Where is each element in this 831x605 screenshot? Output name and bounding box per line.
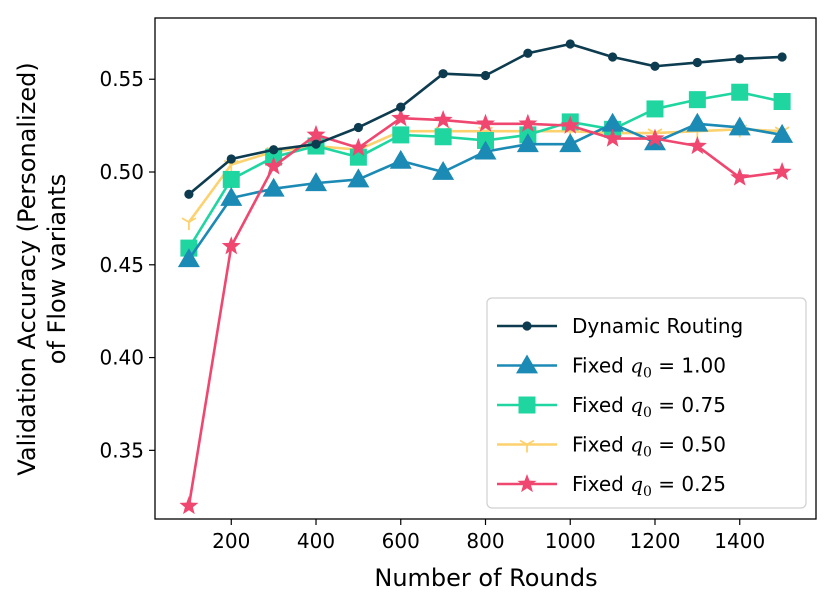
axis-ticks: 200 400 600 800 1000 1200 1400 0.35 0.40 0.45 0.50… [99,67,765,553]
data-point [438,69,448,79]
data-point [559,133,582,153]
data-point [645,128,665,147]
legend-item: Fixed q0 = 0.75 [497,393,726,421]
data-point [518,113,538,132]
series-fixed-q0-0-25 [179,108,792,515]
data-point [269,145,279,155]
data-point [262,177,285,197]
x-tick-label: 1400 [714,529,765,553]
data-point [692,57,702,68]
legend-item: Dynamic Routing [497,314,743,338]
data-point [565,39,575,49]
data-point [523,48,533,58]
x-tick-label: 200 [212,529,250,553]
data-point [731,83,749,101]
data-point [646,100,664,118]
data-point [773,93,791,110]
x-axis-title: Number of Rounds [374,564,597,592]
data-point [480,70,491,81]
data-point [475,113,496,132]
legend-swatch-marker [517,474,537,493]
data-point [311,139,321,149]
data-point [184,189,194,199]
data-point [432,161,455,180]
plot-frame [154,17,817,520]
legend-label: Fixed q0 = 0.50 [572,433,726,461]
data-point [687,136,707,155]
data-point [177,248,200,268]
data-point [688,91,706,109]
data-point [221,236,241,255]
x-tick-label: 800 [466,529,504,553]
series-fixed-q0-0-75 [180,83,791,257]
data-point [603,128,623,147]
data-point [181,217,197,231]
series-dynamic-routing [184,39,787,199]
data-point [305,172,328,192]
data-point [396,102,406,112]
data-point [608,52,618,62]
data-point [771,123,794,143]
data-point [264,156,284,175]
data-point [477,131,494,149]
data-point [220,186,243,206]
series-layer [177,39,794,515]
y-tick-label: 0.40 [99,346,144,370]
legend-label: Fixed q0 = 1.00 [572,354,726,382]
data-point [392,126,410,144]
data-point [650,61,660,71]
y-tick-label: 0.50 [99,160,144,184]
data-point [222,170,240,188]
data-point [601,112,624,132]
x-tick-label: 400 [297,529,335,553]
data-point [434,128,452,146]
y-tick-label: 0.55 [99,67,144,91]
data-point [686,112,709,132]
data-point [772,162,792,181]
y-tick-label: 0.35 [99,438,144,462]
legend-frame [486,297,807,509]
legend-swatch-marker [522,321,532,331]
legend-item: Fixed q0 = 0.50 [497,433,726,461]
data-point [348,137,368,156]
data-point [306,124,326,143]
legend-label: Dynamic Routing [572,314,743,338]
legend-item: Fixed q0 = 0.25 [497,472,726,500]
legend-label: Fixed q0 = 0.25 [572,472,726,500]
x-tick-label: 1200 [630,529,681,553]
data-point [353,122,363,133]
data-point [777,52,787,62]
data-point [730,167,750,186]
data-point [728,116,751,136]
data-point [433,110,453,129]
legend-swatch-marker [516,354,538,374]
legend-swatch-marker [518,396,536,414]
data-point [560,115,580,134]
y-axis-title-line-2: of Flow variants [43,174,71,364]
data-point [179,496,199,515]
data-point [735,54,745,64]
legend: Dynamic Routing Fixed q0 = 1.00 Fixed q0 =… [486,297,807,509]
data-point [226,154,236,164]
legend-label: Fixed q0 = 0.75 [572,393,726,421]
data-point [389,149,412,169]
x-tick-label: 1000 [545,529,596,553]
x-tick-label: 600 [382,529,420,553]
y-axis-title-line-1: Validation Accuracy (Personalized) [13,62,41,475]
data-point [474,140,497,160]
legend-item: Fixed q0 = 1.00 [497,354,726,382]
data-point [516,133,539,153]
legend-swatch-marker [519,439,535,453]
data-point [391,108,411,127]
y-tick-label: 0.45 [99,253,144,277]
data-point [347,168,370,188]
